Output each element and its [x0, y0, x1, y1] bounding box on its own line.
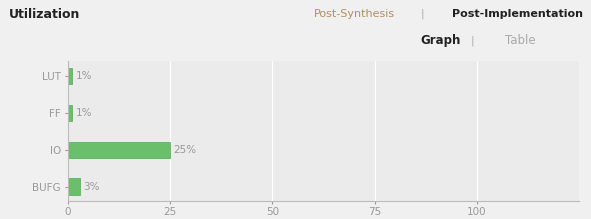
Bar [68, 141, 170, 158]
Text: |: | [471, 35, 475, 46]
Bar [68, 178, 80, 195]
Text: Post-Implementation: Post-Implementation [452, 9, 583, 19]
Text: |: | [421, 9, 424, 19]
Bar [68, 105, 72, 121]
Text: 25%: 25% [174, 145, 197, 155]
Text: 1%: 1% [75, 108, 92, 118]
Text: 1%: 1% [75, 71, 92, 81]
Text: Graph: Graph [421, 34, 461, 47]
Text: Table: Table [505, 34, 535, 47]
Text: Post-Synthesis: Post-Synthesis [314, 9, 395, 19]
Bar [68, 68, 72, 84]
Text: Utilization: Utilization [9, 7, 80, 21]
Text: 3%: 3% [83, 182, 100, 192]
